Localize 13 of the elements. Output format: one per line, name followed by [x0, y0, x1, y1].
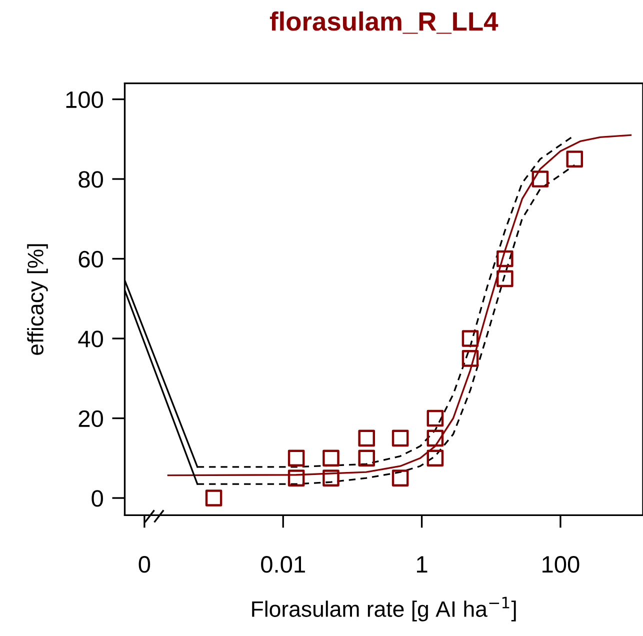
x-axis-title: Florasulam rate [g AI ha$^{−1}$]	[252, 596, 516, 622]
y-tick-label: 0	[92, 490, 103, 507]
y-tick-label: 80	[78, 171, 103, 188]
x-tick-label: 1	[417, 556, 428, 573]
x-tick-label: 100	[542, 556, 580, 573]
y-tick-label: 20	[78, 410, 103, 428]
x-tick-label: 0.01	[261, 556, 305, 573]
y-axis-title: efficacy [%]	[27, 244, 48, 355]
x-tick-label: 0	[138, 556, 150, 573]
chart-title: florasulam_R_LL4	[270, 11, 498, 34]
y-tick-label: 40	[78, 330, 103, 348]
y-tick-label: 100	[66, 91, 103, 108]
y-tick-label: 60	[78, 250, 103, 268]
